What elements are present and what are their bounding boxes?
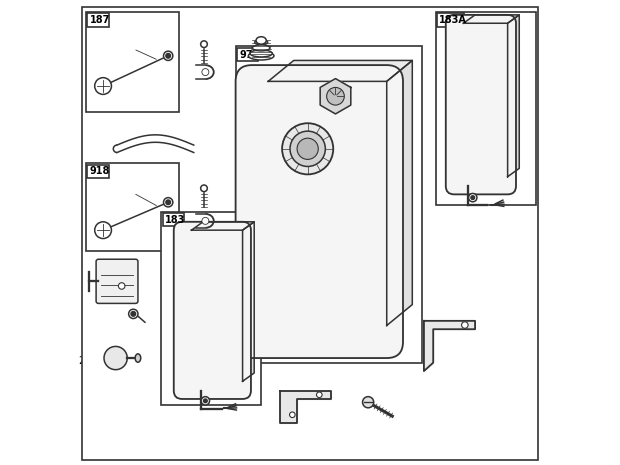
- Text: 185: 185: [161, 378, 179, 388]
- Text: 918: 918: [89, 166, 110, 176]
- Circle shape: [95, 78, 112, 94]
- Text: 725: 725: [109, 138, 128, 148]
- Bar: [87, 165, 108, 178]
- Text: 972: 972: [239, 50, 260, 60]
- Circle shape: [202, 218, 209, 225]
- Text: 284: 284: [196, 174, 215, 184]
- Circle shape: [166, 200, 171, 205]
- Circle shape: [164, 198, 173, 207]
- Circle shape: [202, 69, 209, 76]
- Bar: [162, 213, 184, 226]
- Text: 184: 184: [471, 194, 489, 204]
- FancyBboxPatch shape: [174, 222, 251, 399]
- Polygon shape: [320, 79, 351, 114]
- FancyBboxPatch shape: [446, 15, 516, 194]
- Polygon shape: [192, 222, 254, 230]
- Bar: [161, 212, 261, 405]
- Circle shape: [201, 41, 207, 47]
- Text: 674: 674: [363, 408, 382, 418]
- Text: 181: 181: [242, 25, 261, 35]
- Bar: [86, 163, 179, 251]
- Polygon shape: [508, 15, 520, 177]
- Bar: [437, 13, 464, 27]
- Circle shape: [297, 138, 318, 159]
- Text: 387: 387: [100, 292, 118, 303]
- Ellipse shape: [250, 50, 272, 57]
- Circle shape: [104, 346, 127, 370]
- Ellipse shape: [249, 52, 274, 60]
- Text: 601: 601: [118, 187, 136, 197]
- Text: 957: 957: [265, 91, 283, 101]
- Text: 182: 182: [440, 338, 459, 348]
- Circle shape: [128, 309, 138, 319]
- Text: 367: 367: [123, 313, 141, 324]
- Text: 527: 527: [193, 74, 211, 84]
- Polygon shape: [424, 321, 475, 371]
- Circle shape: [164, 51, 173, 60]
- Circle shape: [290, 412, 295, 418]
- Text: 183: 183: [165, 215, 185, 225]
- Circle shape: [201, 185, 207, 192]
- Ellipse shape: [252, 45, 270, 51]
- FancyBboxPatch shape: [96, 259, 138, 304]
- Text: 601: 601: [118, 43, 136, 53]
- Text: 184: 184: [202, 394, 221, 404]
- Text: 527: 527: [193, 222, 211, 232]
- Circle shape: [461, 322, 468, 328]
- Text: 183A: 183A: [439, 15, 467, 25]
- Circle shape: [203, 399, 207, 403]
- Bar: [87, 13, 108, 27]
- Polygon shape: [464, 15, 520, 23]
- Circle shape: [471, 196, 475, 199]
- Circle shape: [316, 392, 322, 398]
- Ellipse shape: [256, 37, 266, 44]
- Text: eReplacementParts.com: eReplacementParts.com: [246, 251, 374, 261]
- Circle shape: [327, 87, 344, 105]
- Circle shape: [282, 123, 333, 174]
- Polygon shape: [242, 222, 254, 381]
- Ellipse shape: [255, 40, 268, 45]
- Polygon shape: [268, 60, 412, 81]
- Circle shape: [95, 222, 112, 239]
- Circle shape: [166, 53, 171, 58]
- Ellipse shape: [135, 354, 141, 362]
- Circle shape: [363, 397, 374, 408]
- Bar: [237, 48, 259, 61]
- Circle shape: [118, 283, 125, 289]
- Circle shape: [131, 312, 136, 316]
- Circle shape: [469, 193, 477, 202]
- Bar: [86, 12, 179, 112]
- FancyBboxPatch shape: [236, 65, 403, 358]
- Circle shape: [201, 397, 210, 405]
- Bar: [435, 12, 536, 205]
- Text: 182A: 182A: [253, 385, 278, 396]
- Circle shape: [290, 131, 326, 166]
- Polygon shape: [280, 391, 331, 423]
- Bar: [236, 46, 422, 363]
- Text: 284: 284: [196, 30, 215, 40]
- Text: 240: 240: [79, 356, 97, 366]
- Polygon shape: [387, 60, 412, 325]
- Text: 185: 185: [430, 174, 448, 185]
- Text: 187: 187: [89, 15, 110, 25]
